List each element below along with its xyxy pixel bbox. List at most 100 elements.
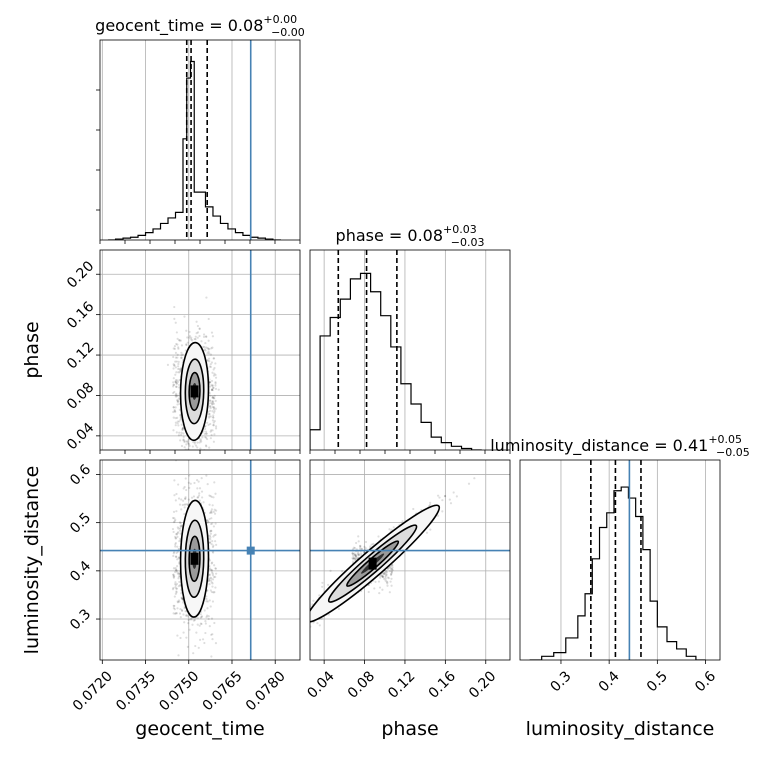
scatter-point xyxy=(200,440,203,443)
scatter-point xyxy=(187,448,190,450)
scatter-point xyxy=(208,599,211,602)
scatter-point xyxy=(181,427,184,430)
scatter-point xyxy=(209,363,212,366)
scatter-point xyxy=(209,494,212,498)
scatter-point xyxy=(195,332,198,335)
scatter-point xyxy=(174,584,178,587)
scatter-point xyxy=(209,536,212,539)
scatter-point xyxy=(210,543,213,546)
scatter-point xyxy=(181,353,184,356)
scatter-point xyxy=(205,437,209,441)
scatter-point xyxy=(210,510,213,513)
scatter-point xyxy=(441,499,444,502)
scatter-point xyxy=(208,573,212,576)
scatter-point xyxy=(389,572,393,576)
scatter-point xyxy=(182,438,185,441)
scatter-point xyxy=(187,621,190,625)
title-main: phase = 0.08 xyxy=(336,226,443,245)
scatter-point xyxy=(425,531,429,534)
scatter-point xyxy=(197,494,201,497)
scatter-point xyxy=(205,597,208,601)
scatter-point xyxy=(212,576,216,579)
scatter-point xyxy=(209,576,212,579)
scatter-point xyxy=(211,638,214,641)
scatter-point xyxy=(212,591,215,594)
scatter-point xyxy=(179,524,182,527)
scatter-point xyxy=(175,392,178,395)
scatter-point xyxy=(179,417,183,420)
scatter-point xyxy=(182,432,185,435)
scatter-point xyxy=(429,528,432,531)
scatter-point xyxy=(205,346,208,349)
scatter-point xyxy=(180,356,183,360)
scatter-point xyxy=(362,550,365,554)
scatter-point xyxy=(175,569,178,572)
scatter-point xyxy=(199,613,202,616)
scatter-point xyxy=(305,621,307,623)
scatter-point xyxy=(203,348,207,351)
scatter-point xyxy=(172,355,175,359)
scatter-point xyxy=(211,522,214,525)
scatter-point xyxy=(210,569,214,572)
scatter-point xyxy=(357,535,360,538)
scatter-point xyxy=(180,351,183,354)
scatter-point xyxy=(204,620,207,623)
scatter-point xyxy=(192,661,194,663)
scatter-point xyxy=(177,497,181,500)
scatter-point xyxy=(175,360,178,363)
scatter-point xyxy=(174,537,178,540)
x-tick-label: 0.0765 xyxy=(200,668,246,714)
scatter-point xyxy=(212,440,216,443)
scatter-point xyxy=(214,384,217,387)
scatter-point xyxy=(337,607,341,610)
scatter-point xyxy=(178,339,181,342)
scatter-point xyxy=(172,554,175,558)
scatter-point xyxy=(208,399,212,402)
scatter-point xyxy=(364,547,367,550)
scatter-point xyxy=(176,416,179,419)
scatter-point xyxy=(173,550,176,554)
x-tick-label: 0.20 xyxy=(466,668,499,701)
scatter-point xyxy=(207,521,210,524)
scatter-point xyxy=(211,371,214,374)
joint-panel-phase-luminosity_distance: 0.04 0.08 0.12 0.16 0.20 xyxy=(304,459,511,702)
scatter-point xyxy=(177,347,180,350)
x-tick-label: 0.04 xyxy=(304,668,337,701)
scatter-point xyxy=(178,503,182,506)
scatter-point xyxy=(196,446,199,449)
scatter-point xyxy=(195,631,198,634)
scatter-point xyxy=(215,572,218,575)
scatter-point xyxy=(173,410,176,413)
scatter-point xyxy=(173,517,176,520)
y-tick-label: 0.20 xyxy=(64,258,97,291)
scatter-point xyxy=(194,644,197,648)
scatter-point xyxy=(211,585,214,588)
scatter-point xyxy=(209,567,212,571)
scatter-point xyxy=(351,556,354,560)
scatter-point xyxy=(210,347,213,350)
scatter-point xyxy=(176,600,179,603)
scatter-point xyxy=(210,522,213,526)
scatter-point xyxy=(385,580,388,583)
scatter-point xyxy=(208,381,212,384)
scatter-point xyxy=(176,394,179,397)
scatter-point xyxy=(215,543,218,546)
scatter-point xyxy=(380,574,384,577)
scatter-point xyxy=(180,436,182,438)
scatter-point xyxy=(194,335,197,338)
scatter-point xyxy=(204,427,207,431)
scatter-point xyxy=(212,386,215,389)
scatter-point xyxy=(178,600,181,603)
scatter-point xyxy=(211,400,214,403)
scatter-point xyxy=(173,363,176,367)
scatter-point xyxy=(429,501,432,504)
scatter-point xyxy=(174,406,177,409)
title-minus: −0.05 xyxy=(716,446,750,459)
scatter-point xyxy=(390,570,393,573)
scatter-point xyxy=(363,545,366,548)
scatter-point xyxy=(199,447,202,450)
scatter-point xyxy=(176,399,179,402)
scatter-point xyxy=(199,616,202,619)
scatter-point xyxy=(212,400,215,403)
scatter-point xyxy=(185,440,188,443)
